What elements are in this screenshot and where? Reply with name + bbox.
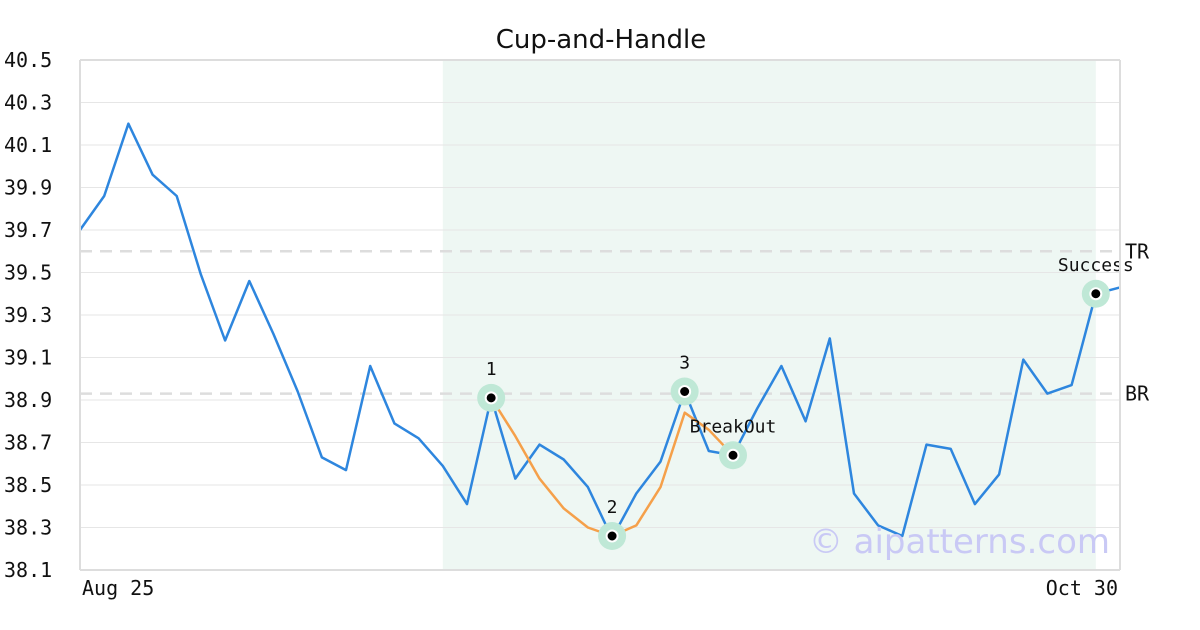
point-label: 2 [607, 497, 618, 518]
y-tick-label: 39.5 [4, 261, 52, 285]
y-tick-label: 39.7 [4, 218, 52, 242]
y-tick-label: 40.5 [4, 48, 52, 72]
y-tick-label: 38.1 [4, 558, 52, 582]
x-tick-label: Aug 25 [82, 576, 154, 600]
level-lines-layer: TR BR [80, 239, 1150, 406]
point-label: 1 [486, 359, 497, 380]
point-marker [484, 391, 498, 405]
y-tick-label: 39.1 [4, 346, 52, 370]
y-tick-label: 38.3 [4, 516, 52, 540]
point-marker [1089, 287, 1103, 301]
point-marker [678, 385, 692, 398]
y-tick-label: 39.3 [4, 303, 52, 327]
point-marker [605, 529, 619, 543]
x-tick-label: Oct 30 [1046, 576, 1118, 600]
y-tick-label: 38.5 [4, 473, 52, 497]
level-label: BR [1125, 382, 1150, 406]
point-label: 3 [679, 353, 690, 374]
point-marker [726, 448, 740, 462]
y-tick-label: 40.3 [4, 91, 52, 115]
pattern-points-layer: 1 2 3 BreakOut Success [477, 255, 1134, 550]
level-label: TR [1125, 239, 1150, 263]
y-tick-label: 38.9 [4, 388, 52, 412]
price-series-line [78, 122, 1121, 540]
chart-title: Cup-and-Handle [496, 25, 707, 55]
y-tick-label: 39.9 [4, 176, 52, 200]
grid-layer [80, 59, 1120, 571]
point-label: Success [1058, 255, 1134, 276]
axes-layer: 40.5 40.3 40.1 39.9 39.7 39.5 39.3 39.1 38.9 38.7… [4, 48, 1121, 600]
point-label: BreakOut [690, 416, 777, 437]
watermark-text: © aipatterns.com [809, 522, 1110, 562]
y-tick-label: 40.1 [4, 133, 52, 157]
y-tick-label: 38.7 [4, 431, 52, 455]
